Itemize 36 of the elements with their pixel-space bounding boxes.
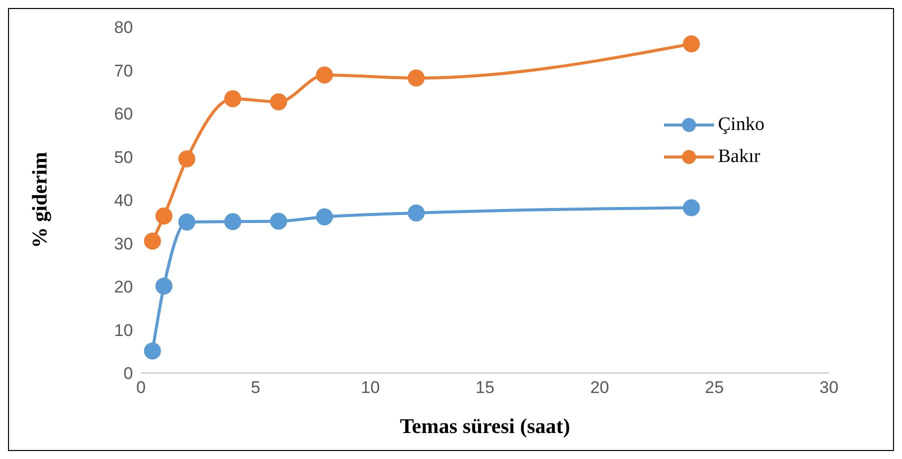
- x-tick-label: 20: [590, 378, 610, 398]
- y-tick-label: 10: [114, 320, 133, 340]
- point: [316, 208, 333, 226]
- x-tick-label: 10: [360, 378, 380, 398]
- y-tick-label: 70: [114, 61, 133, 80]
- legend-label: Bakır: [718, 146, 760, 168]
- point: [408, 70, 425, 87]
- point: [316, 66, 333, 84]
- point: [178, 214, 196, 231]
- point: [224, 213, 242, 230]
- y-tick-label: 20: [114, 278, 133, 297]
- point: [682, 35, 700, 52]
- point: [682, 199, 700, 216]
- x-axis-title: Temas süresi (saat): [400, 414, 570, 438]
- y-axis-title: % giderim: [27, 151, 52, 248]
- point: [155, 208, 172, 225]
- point: [144, 232, 161, 250]
- y-tick-label: 30: [114, 234, 133, 254]
- point: [224, 90, 242, 108]
- x-tick-label: 25: [704, 378, 724, 398]
- point: [155, 278, 172, 295]
- point: [144, 342, 161, 360]
- y-tick-label: 50: [114, 148, 133, 167]
- y-tick-label: 40: [114, 191, 133, 210]
- legend-label: Çinko: [718, 114, 764, 136]
- y-tick-label: 80: [114, 18, 133, 38]
- point: [178, 150, 196, 168]
- point: [270, 93, 288, 110]
- y-tick-label: 0: [124, 364, 133, 384]
- y-tick-label: 60: [114, 104, 133, 124]
- point: [270, 212, 288, 230]
- x-tick-label: 30: [820, 378, 838, 398]
- x-tick-label: 5: [250, 378, 260, 398]
- x-tick-label: 0: [136, 378, 146, 398]
- point: [408, 204, 425, 222]
- x-tick-label: 15: [476, 378, 494, 398]
